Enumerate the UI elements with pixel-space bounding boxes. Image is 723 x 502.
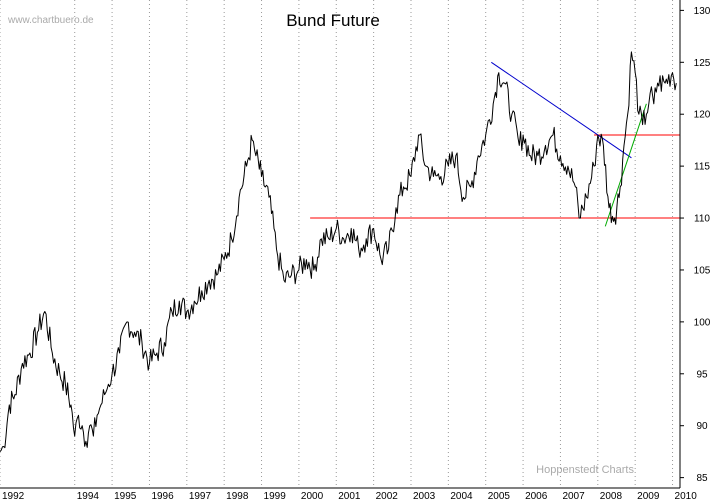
x-tick-label-1998: 1998	[226, 491, 249, 502]
trend-lines	[491, 61, 647, 227]
price-series	[0, 51, 677, 453]
vertical-grid	[0, 0, 674, 488]
trend-line-2	[604, 103, 647, 227]
x-tick-label-2010: 2010	[675, 491, 698, 502]
y-tick-label-125: 125	[694, 58, 711, 69]
y-tick-label-105: 105	[694, 265, 711, 276]
y-tick-label-85: 85	[696, 473, 708, 484]
y-tick-label-110: 110	[694, 214, 710, 225]
x-tick-label-2001: 2001	[338, 491, 361, 502]
y-tick-label-90: 90	[696, 421, 708, 432]
y-tick-label-95: 95	[696, 369, 708, 380]
y-tick-labels: 85 90 95 100 105 110 115 120 125 130	[680, 6, 711, 484]
x-tick-label-1994: 1994	[77, 491, 100, 502]
y-tick-label-115: 115	[694, 162, 710, 173]
x-tick-label-2002: 2002	[376, 491, 399, 502]
x-tick-label-2009: 2009	[637, 491, 660, 502]
x-tick-label-2004: 2004	[450, 491, 473, 502]
x-tick-labels: 1992 1994 1995 1996 1997 1998 1999 2000 2001 2002…	[2, 491, 697, 502]
y-tick-label-130: 130	[694, 6, 711, 17]
x-tick-label-2005: 2005	[488, 491, 511, 502]
series-line-1	[0, 51, 677, 453]
y-tick-label-100: 100	[694, 317, 711, 328]
y-tick-label-120: 120	[694, 110, 711, 121]
x-tick-label-1999: 1999	[264, 491, 287, 502]
x-tick-label-1995: 1995	[114, 491, 137, 502]
x-tick-label-2007: 2007	[562, 491, 585, 502]
chart-title: Bund Future	[286, 11, 380, 30]
x-tick-label-2003: 2003	[413, 491, 436, 502]
watermark: www.chartbuero.de	[7, 15, 94, 26]
horizontal-reference-lines	[310, 134, 680, 219]
credit-label: Hoppenstedt Charts	[536, 464, 634, 476]
x-tick-label-1997: 1997	[189, 491, 212, 502]
axes	[0, 0, 681, 489]
x-tick-label-1992: 1992	[2, 491, 25, 502]
trend-line-1	[491, 61, 632, 159]
x-tick-label-1996: 1996	[151, 491, 174, 502]
x-tick-label-2008: 2008	[600, 491, 623, 502]
x-tick-label-2000: 2000	[301, 491, 324, 502]
x-tick-label-2006: 2006	[525, 491, 548, 502]
